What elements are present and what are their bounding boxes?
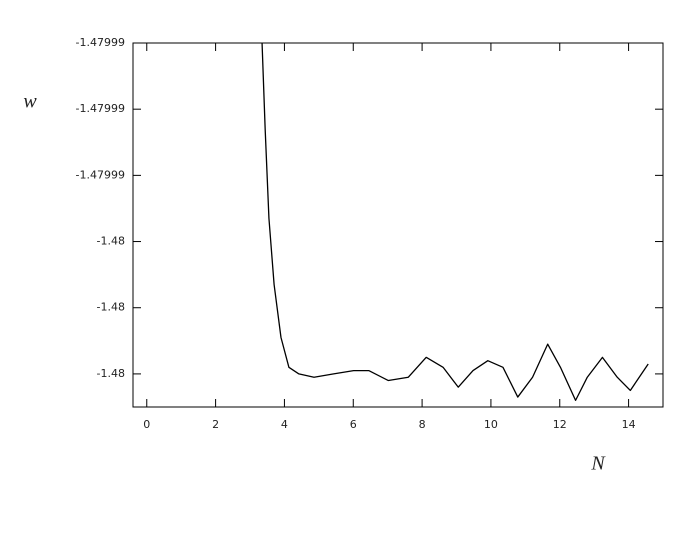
y-tick-label: -1.47999 [76,102,125,115]
y-tick-label: -1.47999 [76,168,125,181]
data-line [261,43,649,402]
x-axis-label: N [590,453,606,475]
x-tick-label: 10 [484,418,498,431]
plot-frame [132,42,664,408]
x-tick-label: 14 [622,418,636,431]
x-tick-label: 8 [419,418,426,431]
x-tick-label: 12 [553,418,567,431]
x-tick-label: 6 [350,418,357,431]
y-tick-label: -1.48 [97,367,125,380]
x-tick-label: 0 [143,418,150,431]
y-tick-label: -1.48 [97,235,125,248]
x-tick-label: 2 [212,418,219,431]
y-axis-label: w [23,91,37,113]
x-tick-label: 4 [281,418,288,431]
y-tick-label: -1.48 [97,301,125,314]
y-tick-label: -1.47999 [76,36,125,49]
